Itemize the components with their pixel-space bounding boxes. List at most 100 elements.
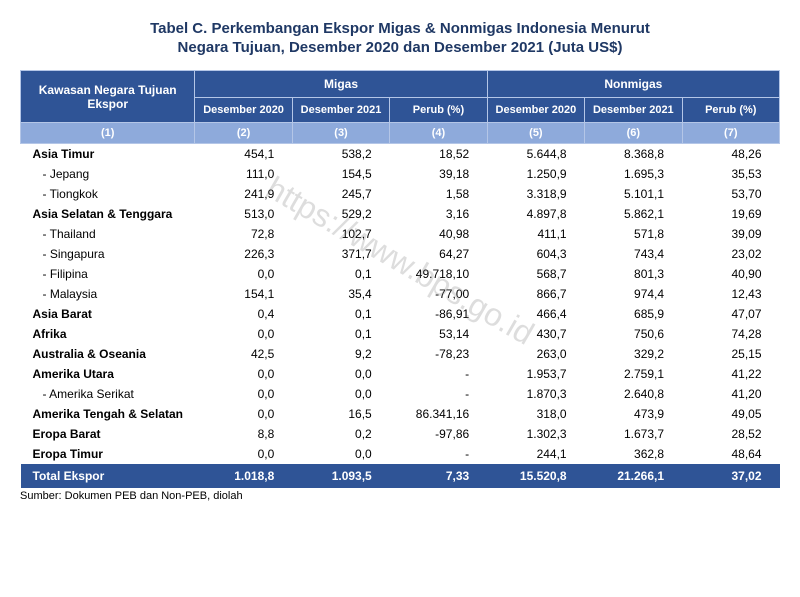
cell-migas-2020: 0,0 bbox=[195, 444, 292, 464]
colnum-4: (4) bbox=[390, 123, 487, 144]
cell-migas-2021: 0,2 bbox=[292, 424, 389, 444]
table-row: - Tiongkok241,9245,71,583.318,95.101,153… bbox=[21, 184, 780, 204]
cell-migas-2020: 8,8 bbox=[195, 424, 292, 444]
cell-migas-2021: 0,1 bbox=[292, 264, 389, 284]
cell-nonmigas-2021: 5.101,1 bbox=[585, 184, 682, 204]
cell-migas-perub: 53,14 bbox=[390, 324, 487, 344]
cell-migas-2020: 454,1 bbox=[195, 144, 292, 165]
colnum-2: (2) bbox=[195, 123, 292, 144]
cell-nonmigas-2021: 685,9 bbox=[585, 304, 682, 324]
header-region: Kawasan Negara Tujuan Ekspor bbox=[21, 71, 195, 123]
cell-migas-2021: 0,1 bbox=[292, 324, 389, 344]
cell-nonmigas-2020: 318,0 bbox=[487, 404, 584, 424]
total-migas-2020: 1.018,8 bbox=[195, 464, 292, 488]
row-label: - Amerika Serikat bbox=[21, 384, 195, 404]
table-row: - Malaysia154,135,4-77,00866,7974,412,43 bbox=[21, 284, 780, 304]
row-label: Amerika Utara bbox=[21, 364, 195, 384]
cell-migas-2021: 371,7 bbox=[292, 244, 389, 264]
table-row: Afrika0,00,153,14430,7750,674,28 bbox=[21, 324, 780, 344]
table-title-line2: Negara Tujuan, Desember 2020 dan Desembe… bbox=[20, 39, 780, 56]
cell-migas-2021: 0,0 bbox=[292, 364, 389, 384]
cell-nonmigas-2020: 263,0 bbox=[487, 344, 584, 364]
cell-nonmigas-perub: 41,20 bbox=[682, 384, 779, 404]
cell-nonmigas-2021: 743,4 bbox=[585, 244, 682, 264]
table-row: Eropa Barat8,80,2-97,861.302,31.673,728,… bbox=[21, 424, 780, 444]
cell-migas-perub: 3,16 bbox=[390, 204, 487, 224]
table-row: Amerika Tengah & Selatan0,016,586.341,16… bbox=[21, 404, 780, 424]
cell-migas-2021: 9,2 bbox=[292, 344, 389, 364]
source-note: Sumber: Dokumen PEB dan Non-PEB, diolah bbox=[20, 490, 780, 502]
cell-migas-perub: -86,91 bbox=[390, 304, 487, 324]
row-label: - Singapura bbox=[21, 244, 195, 264]
cell-migas-perub: 39,18 bbox=[390, 164, 487, 184]
cell-migas-perub: - bbox=[390, 384, 487, 404]
cell-migas-2020: 111,0 bbox=[195, 164, 292, 184]
cell-migas-2021: 16,5 bbox=[292, 404, 389, 424]
colnum-7: (7) bbox=[682, 123, 779, 144]
row-label: Eropa Barat bbox=[21, 424, 195, 444]
cell-nonmigas-2020: 466,4 bbox=[487, 304, 584, 324]
total-migas-2021: 1.093,5 bbox=[292, 464, 389, 488]
cell-nonmigas-2020: 244,1 bbox=[487, 444, 584, 464]
cell-nonmigas-2020: 568,7 bbox=[487, 264, 584, 284]
cell-nonmigas-perub: 40,90 bbox=[682, 264, 779, 284]
cell-nonmigas-2021: 801,3 bbox=[585, 264, 682, 284]
cell-migas-2020: 72,8 bbox=[195, 224, 292, 244]
total-row: Total Ekspor1.018,81.093,57,3315.520,821… bbox=[21, 464, 780, 488]
cell-nonmigas-2020: 604,3 bbox=[487, 244, 584, 264]
cell-nonmigas-perub: 28,52 bbox=[682, 424, 779, 444]
table-row: - Singapura226,3371,764,27604,3743,423,0… bbox=[21, 244, 780, 264]
cell-migas-perub: 86.341,16 bbox=[390, 404, 487, 424]
cell-nonmigas-2020: 4.897,8 bbox=[487, 204, 584, 224]
cell-nonmigas-2021: 1.673,7 bbox=[585, 424, 682, 444]
cell-migas-perub: - bbox=[390, 364, 487, 384]
cell-migas-2021: 538,2 bbox=[292, 144, 389, 165]
cell-migas-2020: 0,0 bbox=[195, 384, 292, 404]
cell-nonmigas-perub: 74,28 bbox=[682, 324, 779, 344]
cell-migas-2020: 0,0 bbox=[195, 364, 292, 384]
colnum-3: (3) bbox=[292, 123, 389, 144]
table-row: - Filipina0,00,149.718,10568,7801,340,90 bbox=[21, 264, 780, 284]
header-migas-2020: Desember 2020 bbox=[195, 98, 292, 123]
cell-nonmigas-2021: 473,9 bbox=[585, 404, 682, 424]
cell-migas-perub: 40,98 bbox=[390, 224, 487, 244]
cell-nonmigas-perub: 49,05 bbox=[682, 404, 779, 424]
cell-nonmigas-2021: 8.368,8 bbox=[585, 144, 682, 165]
table-row: - Thailand72,8102,740,98411,1571,839,09 bbox=[21, 224, 780, 244]
cell-nonmigas-2020: 411,1 bbox=[487, 224, 584, 244]
cell-nonmigas-perub: 25,15 bbox=[682, 344, 779, 364]
table-row: Australia & Oseania42,59,2-78,23263,0329… bbox=[21, 344, 780, 364]
row-label: - Tiongkok bbox=[21, 184, 195, 204]
colnum-6: (6) bbox=[585, 123, 682, 144]
total-nonmigas-perub: 37,02 bbox=[682, 464, 779, 488]
cell-migas-2020: 0,4 bbox=[195, 304, 292, 324]
cell-migas-perub: 49.718,10 bbox=[390, 264, 487, 284]
row-label: - Filipina bbox=[21, 264, 195, 284]
cell-migas-2020: 241,9 bbox=[195, 184, 292, 204]
header-migas: Migas bbox=[195, 71, 487, 98]
cell-nonmigas-2020: 1.250,9 bbox=[487, 164, 584, 184]
cell-migas-2020: 226,3 bbox=[195, 244, 292, 264]
cell-migas-perub: 64,27 bbox=[390, 244, 487, 264]
cell-migas-2021: 154,5 bbox=[292, 164, 389, 184]
cell-nonmigas-2021: 571,8 bbox=[585, 224, 682, 244]
cell-nonmigas-2021: 5.862,1 bbox=[585, 204, 682, 224]
cell-migas-2020: 0,0 bbox=[195, 264, 292, 284]
row-label: - Jepang bbox=[21, 164, 195, 184]
cell-nonmigas-2021: 1.695,3 bbox=[585, 164, 682, 184]
header-migas-2021: Desember 2021 bbox=[292, 98, 389, 123]
cell-nonmigas-2020: 866,7 bbox=[487, 284, 584, 304]
cell-migas-perub: 18,52 bbox=[390, 144, 487, 165]
table-row: Amerika Utara0,00,0-1.953,72.759,141,22 bbox=[21, 364, 780, 384]
cell-nonmigas-perub: 19,69 bbox=[682, 204, 779, 224]
header-migas-perub: Perub (%) bbox=[390, 98, 487, 123]
cell-migas-2021: 35,4 bbox=[292, 284, 389, 304]
cell-migas-perub: -97,86 bbox=[390, 424, 487, 444]
cell-migas-2021: 0,0 bbox=[292, 384, 389, 404]
cell-migas-perub: -77,00 bbox=[390, 284, 487, 304]
header-nonmigas-2021: Desember 2021 bbox=[585, 98, 682, 123]
cell-migas-2020: 154,1 bbox=[195, 284, 292, 304]
row-label: Eropa Timur bbox=[21, 444, 195, 464]
cell-migas-perub: -78,23 bbox=[390, 344, 487, 364]
row-label: Asia Timur bbox=[21, 144, 195, 165]
